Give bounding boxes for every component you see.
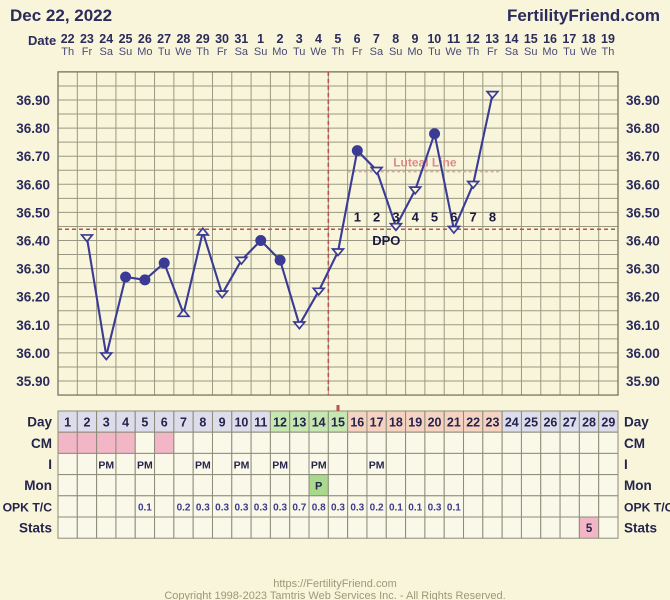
svg-text:13: 13 (292, 416, 306, 430)
svg-text:PM: PM (311, 460, 327, 472)
svg-text:I: I (624, 457, 628, 472)
svg-text:22: 22 (466, 416, 480, 430)
svg-text:23: 23 (486, 416, 500, 430)
svg-text:Mon: Mon (24, 478, 52, 493)
svg-text:14: 14 (312, 416, 326, 430)
svg-text:PM: PM (195, 460, 211, 472)
svg-text:Stats: Stats (19, 521, 52, 536)
svg-text:Day: Day (27, 415, 52, 430)
svg-text:27: 27 (563, 416, 577, 430)
svg-text:0.1: 0.1 (447, 502, 461, 513)
svg-text:PM: PM (98, 460, 114, 472)
svg-text:OPK T/C: OPK T/C (624, 500, 670, 514)
svg-text:21: 21 (447, 416, 461, 430)
svg-text:0.1: 0.1 (408, 502, 422, 513)
svg-text:20: 20 (428, 416, 442, 430)
svg-text:P: P (315, 481, 322, 493)
svg-text:11: 11 (254, 416, 267, 430)
svg-text:PM: PM (369, 460, 385, 472)
svg-text:0.2: 0.2 (177, 502, 191, 513)
svg-text:3: 3 (103, 416, 110, 430)
svg-text:PM: PM (137, 460, 153, 472)
svg-text:0.3: 0.3 (234, 502, 248, 513)
svg-text:15: 15 (331, 416, 345, 430)
svg-text:29: 29 (601, 416, 615, 430)
svg-text:26: 26 (543, 416, 557, 430)
svg-text:OPK T/C: OPK T/C (3, 500, 53, 514)
svg-text:0.3: 0.3 (350, 502, 364, 513)
svg-text:0.3: 0.3 (196, 502, 210, 513)
svg-text:0.3: 0.3 (273, 502, 287, 513)
svg-text:PM: PM (234, 460, 250, 472)
svg-text:I: I (48, 457, 52, 472)
svg-text:0.3: 0.3 (254, 502, 268, 513)
svg-text:24: 24 (505, 416, 519, 430)
svg-text:PM: PM (272, 460, 288, 472)
svg-text:10: 10 (234, 416, 248, 430)
svg-text:25: 25 (524, 416, 538, 430)
svg-text:0.3: 0.3 (428, 502, 442, 513)
svg-text:0.2: 0.2 (370, 502, 384, 513)
svg-text:18: 18 (389, 416, 403, 430)
svg-text:17: 17 (370, 416, 384, 430)
svg-text:Mon: Mon (624, 478, 652, 493)
svg-text:6: 6 (161, 416, 168, 430)
svg-text:Day: Day (624, 415, 649, 430)
svg-text:CM: CM (31, 436, 52, 451)
svg-text:0.7: 0.7 (292, 502, 306, 513)
svg-text:12: 12 (273, 416, 287, 430)
svg-text:4: 4 (122, 416, 129, 430)
svg-text:1: 1 (64, 416, 71, 430)
svg-text:8: 8 (199, 416, 206, 430)
svg-text:5: 5 (141, 416, 148, 430)
svg-text:Stats: Stats (624, 521, 657, 536)
svg-text:7: 7 (180, 416, 187, 430)
svg-text:0.8: 0.8 (312, 502, 326, 513)
svg-text:19: 19 (408, 416, 422, 430)
svg-text:0.3: 0.3 (215, 502, 229, 513)
svg-text:0.1: 0.1 (138, 502, 152, 513)
svg-text:28: 28 (582, 416, 596, 430)
svg-text:2: 2 (83, 416, 90, 430)
svg-text:16: 16 (350, 416, 364, 430)
svg-text:CM: CM (624, 436, 645, 451)
svg-text:5: 5 (586, 523, 593, 535)
svg-text:0.3: 0.3 (331, 502, 345, 513)
svg-text:9: 9 (219, 416, 226, 430)
svg-text:0.1: 0.1 (389, 502, 403, 513)
